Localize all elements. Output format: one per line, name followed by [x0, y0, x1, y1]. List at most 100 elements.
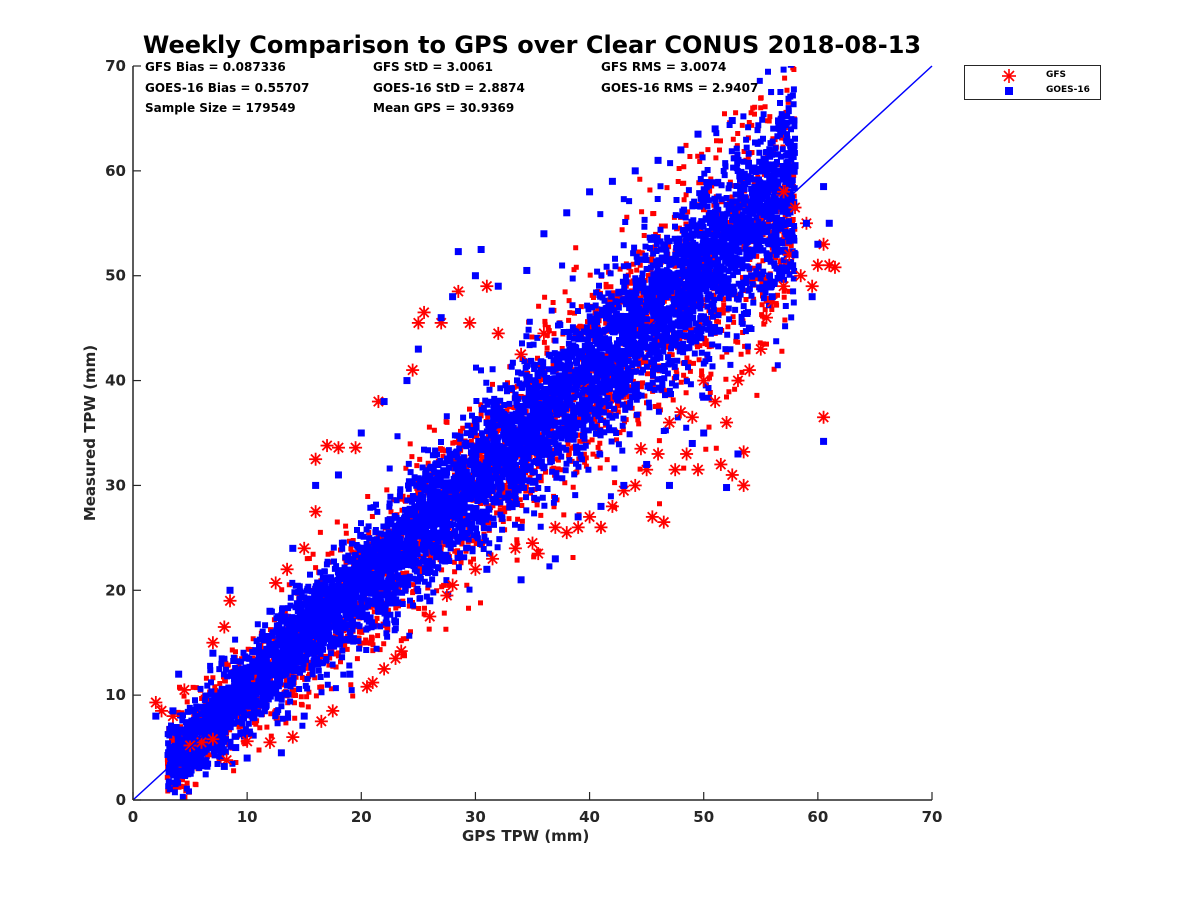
gfs-point — [737, 478, 751, 492]
goes-16-point — [437, 314, 445, 322]
goes-16-point — [688, 439, 696, 447]
gfs-point — [463, 316, 477, 330]
gfs-point — [674, 405, 688, 419]
gfs-point — [206, 732, 220, 746]
gfs-point — [537, 326, 551, 340]
y-tick-label: 0 — [116, 791, 126, 809]
gfs-point — [628, 478, 642, 492]
gfs-point — [240, 734, 254, 748]
gfs-point — [645, 510, 659, 524]
axes: 0 10 20 30 40 50 60 70 0 10 20 30 40 50 60 70 — [105, 57, 942, 826]
goes-16-point — [791, 251, 799, 259]
gfs-point — [583, 510, 597, 524]
legend-label-goes-16: GOES-16 — [1046, 85, 1090, 95]
gfs-point — [651, 447, 665, 461]
goes-16-point — [523, 266, 531, 274]
gfs-point — [560, 526, 574, 540]
goes-16-point — [403, 377, 411, 385]
goes-16-point — [563, 209, 571, 217]
goes-16-point — [745, 324, 753, 332]
gfs-point — [759, 311, 773, 325]
gfs-point — [183, 738, 197, 752]
goes-16-series — [152, 117, 833, 770]
gfs-point — [326, 704, 340, 718]
gfs-point — [263, 735, 277, 749]
gfs-point — [314, 714, 328, 728]
goes-16-point — [631, 167, 639, 175]
goes-16-point — [517, 576, 525, 584]
gfs-point — [777, 279, 791, 293]
goes-16-point — [574, 513, 582, 521]
gfs-point — [423, 610, 437, 623]
gfs-point — [389, 651, 403, 665]
goes-16-point — [711, 125, 719, 133]
gfs-point — [662, 416, 676, 430]
chart-title: Weekly Comparison to GPS over Clear CONU… — [142, 31, 922, 59]
goes-16-point — [825, 219, 833, 227]
goes-16-point — [426, 597, 434, 605]
goes-16-point — [392, 618, 400, 626]
goes-16-point — [665, 481, 673, 489]
gfs-point — [548, 520, 562, 534]
goes-rms-stat: GOES-16 RMS = 2.9407 — [601, 81, 759, 95]
goes-16-point — [175, 670, 183, 678]
gfs-point — [480, 279, 494, 293]
x-axis-label: GPS TPW (mm) — [462, 827, 590, 845]
goes-16-point — [700, 429, 708, 437]
goes-16-point — [346, 670, 354, 678]
x-tick-label: 60 — [807, 808, 828, 826]
goes-16-point — [477, 246, 485, 253]
legend-item-goes-16: GOES-16 — [965, 83, 1102, 99]
asterisk-marker-icon — [1002, 69, 1016, 83]
goes-16-point — [694, 130, 702, 138]
gfs-point — [720, 416, 734, 430]
gfs-point — [708, 395, 722, 409]
goes-16-point — [220, 762, 228, 770]
gfs-point — [714, 457, 728, 471]
gfs-point — [446, 578, 460, 592]
gfs-std-stat: GFS StD = 3.0061 — [373, 60, 493, 74]
gfs-point — [394, 644, 408, 658]
goes-16-point — [266, 607, 274, 615]
gfs-point — [794, 269, 808, 283]
goes-16-point — [169, 707, 177, 715]
gfs-point — [286, 730, 300, 744]
y-tick-label: 30 — [105, 476, 126, 494]
goes-16-point — [209, 649, 217, 657]
goes-16-point — [723, 484, 731, 492]
one-to-one-line — [132, 65, 933, 801]
goes-16-point — [152, 712, 160, 720]
goes-16-point — [494, 282, 502, 290]
gfs-point — [514, 347, 528, 361]
legend-item-gfs: GFS — [965, 68, 1102, 84]
gfs-point — [668, 463, 682, 477]
gfs-point — [531, 547, 545, 561]
gfs-point — [680, 447, 694, 461]
gfs-point — [417, 305, 431, 319]
goes-16-point — [517, 523, 525, 531]
gfs-point — [468, 562, 482, 576]
goes-16-point — [471, 272, 479, 280]
gfs-point — [571, 520, 585, 534]
gfs-point — [788, 201, 802, 215]
gfs-point — [280, 562, 294, 576]
goes-16-point — [757, 167, 765, 175]
goes-16-point — [620, 481, 628, 489]
goes-16-point — [808, 293, 816, 301]
gfs-point — [526, 536, 539, 550]
goes-16-point — [540, 230, 548, 238]
goes-16-point — [312, 481, 320, 489]
goes-16-density-cloud — [164, 66, 798, 800]
goes-16-point — [791, 162, 799, 170]
goes-16-point — [597, 502, 605, 510]
gfs-point — [223, 594, 237, 608]
gfs-point — [634, 442, 648, 456]
gfs-point — [331, 441, 345, 455]
goes-std-stat: GOES-16 StD = 2.8874 — [373, 81, 525, 95]
gfs-point — [297, 541, 311, 555]
goes-16-point — [608, 177, 616, 185]
y-tick-label: 40 — [105, 372, 126, 390]
gfs-bias-stat: GFS Bias = 0.087336 — [145, 60, 286, 74]
gfs-point — [742, 363, 756, 377]
